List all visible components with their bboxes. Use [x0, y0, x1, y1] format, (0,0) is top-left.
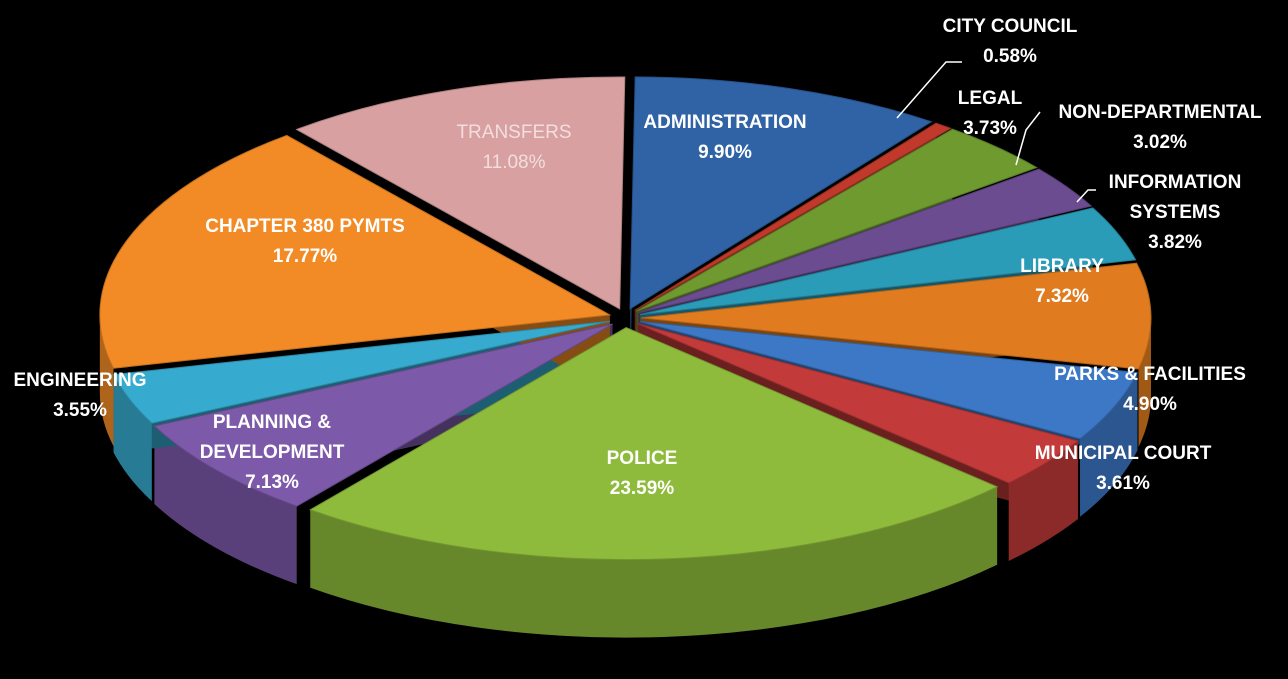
slice-label: MUNICIPAL COURT 3.61%	[1008, 439, 1238, 499]
slice	[295, 76, 626, 310]
slice-label: INFORMATION SYSTEMS 3.82%	[1090, 168, 1260, 258]
slice-label: TRANSFERS 11.08%	[434, 118, 594, 178]
slice-wall	[637, 323, 1078, 519]
category-label: NON-DEPARTMENTAL	[1058, 102, 1262, 123]
slice-label: PARKS & FACILITIES 4.90%	[1035, 360, 1265, 420]
value-label: 17.77%	[272, 246, 338, 267]
pie-tops	[99, 76, 1152, 561]
value-label: 0.58%	[983, 46, 1037, 67]
value-label: 3.73%	[963, 118, 1017, 139]
value-label: 7.13%	[245, 472, 299, 493]
value-label: 9.90%	[698, 142, 752, 163]
slice	[629, 76, 933, 310]
slice	[639, 207, 1137, 316]
slice-side	[99, 314, 114, 447]
slice	[112, 320, 611, 424]
value-label: 23.59%	[609, 478, 675, 499]
value-label: 11.08%	[482, 152, 546, 173]
slice-label: ENGINEERING 3.55%	[0, 366, 180, 426]
leader-lines	[896, 61, 1096, 203]
slice-side	[113, 374, 152, 502]
leader-line	[896, 61, 962, 119]
value-label: 3.61%	[1096, 473, 1150, 494]
category-label: MUNICIPAL COURT	[1034, 443, 1212, 464]
category-label: ADMINISTRATION	[643, 112, 807, 133]
slice	[309, 327, 999, 561]
slice-side	[1080, 372, 1138, 517]
slice-label: NON-DEPARTMENTAL 3.02%	[1030, 98, 1288, 158]
slice	[153, 323, 613, 507]
value-label: 3.55%	[53, 400, 107, 421]
slice-label: ADMINISTRATION 9.90%	[605, 108, 845, 168]
slice	[638, 168, 1093, 314]
value-label: 3.02%	[1133, 132, 1187, 153]
value-label: 3.82%	[1148, 232, 1202, 253]
category-label: LEGAL	[957, 88, 1023, 109]
slice	[636, 128, 1038, 312]
category-label: PARKS & FACILITIES	[1054, 364, 1246, 385]
category-label: LIBRARY	[1020, 256, 1104, 277]
category-label: TRANSFERS	[456, 122, 572, 143]
category-label: PLANNING & DEVELOPMENT	[199, 412, 345, 463]
slice-label: LIBRARY 7.32%	[982, 252, 1142, 312]
value-label: 4.90%	[1123, 394, 1177, 415]
slice-label: POLICE 23.59%	[542, 444, 742, 504]
slice	[639, 321, 1139, 440]
slice-label: LEGAL 3.73%	[945, 84, 1035, 144]
slice	[637, 323, 1080, 484]
slice-side	[1008, 440, 1078, 561]
slice-side	[310, 486, 998, 638]
slice	[634, 122, 952, 311]
category-label: POLICE	[606, 448, 678, 469]
slice	[99, 134, 612, 369]
slice	[640, 262, 1152, 370]
slice-side	[154, 425, 297, 585]
category-label: CITY COUNCIL	[942, 16, 1078, 37]
category-label: INFORMATION SYSTEMS	[1108, 172, 1242, 223]
slice-label: CITY COUNCIL 0.58%	[910, 12, 1110, 72]
value-label: 7.32%	[1035, 286, 1089, 307]
slice-side	[1138, 317, 1151, 447]
leader-line	[1015, 111, 1041, 166]
category-label: CHAPTER 380 PYMTS	[205, 216, 405, 237]
leader-line	[1076, 189, 1096, 203]
category-label: ENGINEERING	[13, 370, 147, 391]
slice-label: PLANNING & DEVELOPMENT 7.13%	[172, 408, 372, 498]
slice-label: CHAPTER 380 PYMTS 17.77%	[175, 212, 435, 272]
